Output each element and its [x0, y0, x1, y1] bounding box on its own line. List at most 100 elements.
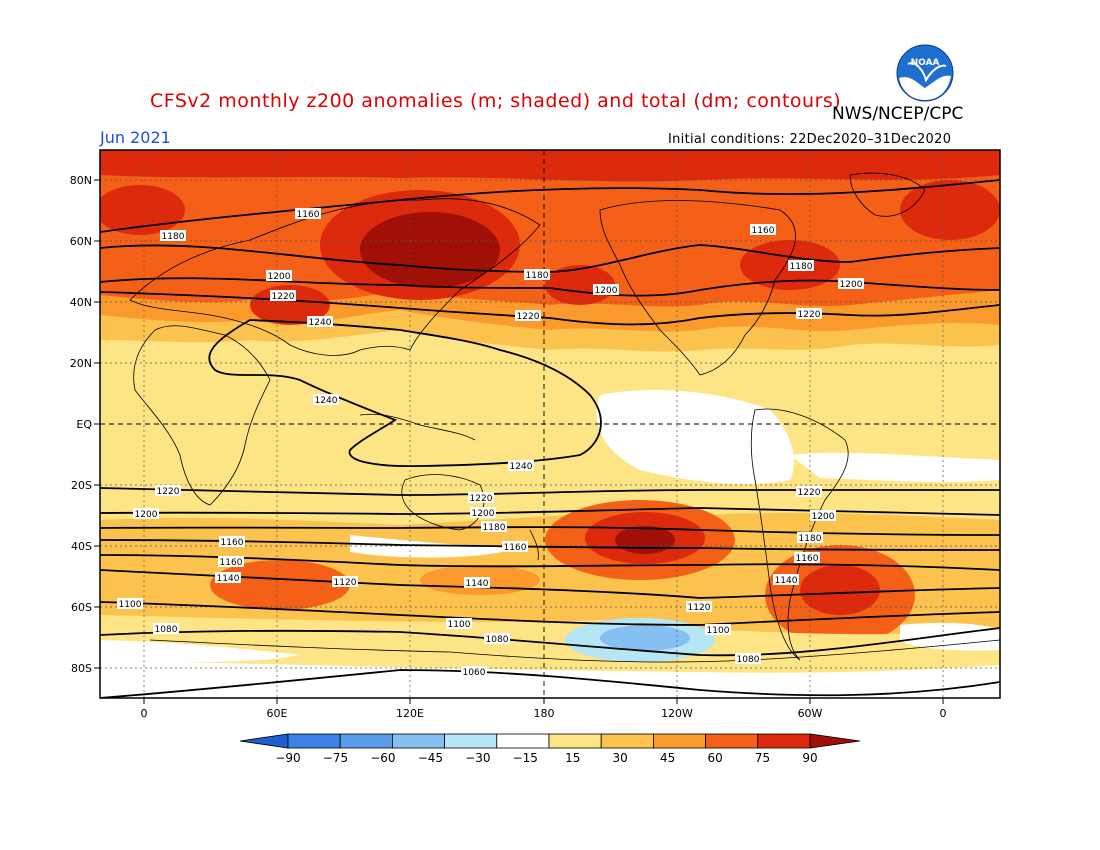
contour-label-1120-s2: 1120: [686, 601, 712, 613]
contour-label-1100-s: 1100: [117, 598, 143, 610]
coast-antarctica: [149, 639, 1000, 663]
svg-text:1240: 1240: [510, 462, 533, 472]
colorbar-label: 90: [802, 751, 817, 765]
contour-label-1180-n: 1180: [160, 230, 186, 242]
colorbar-label: 60: [707, 751, 722, 765]
contour-label-1080-s2: 1080: [484, 633, 510, 645]
svg-text:1200: 1200: [268, 272, 291, 282]
colorbar-box: [339, 733, 393, 749]
contour-label-1200-n3: 1200: [838, 278, 864, 290]
contour-1060-s: [100, 669, 1000, 698]
colorbar-label: 45: [660, 751, 675, 765]
coast-north-america: [599, 200, 796, 376]
svg-text:1060: 1060: [463, 668, 486, 678]
contour-label-1140-s2: 1140: [464, 577, 490, 589]
colorbar-label: −30: [465, 751, 490, 765]
chart-title: CFSv2 monthly z200 anomalies (m; shaded)…: [150, 90, 842, 112]
contour-label-1160-s: 1160: [219, 536, 245, 548]
colorbar-arrow-high: [809, 733, 861, 749]
svg-text:1240: 1240: [315, 396, 338, 406]
svg-text:1180: 1180: [790, 262, 813, 272]
lat-label: 20S: [71, 479, 92, 492]
contour-1180-s: [100, 526, 1000, 536]
contour-label-1160-n2: 1160: [750, 224, 776, 236]
colorbar-box: [287, 733, 341, 749]
svg-text:1140: 1140: [466, 579, 489, 589]
colorbar-box: [600, 733, 654, 749]
lat-label: 40S: [71, 540, 92, 553]
colorbar-label: 30: [613, 751, 628, 765]
colorbar-label: −45: [418, 751, 443, 765]
contour-1160-s: [100, 539, 1000, 551]
lat-label: 20N: [70, 357, 92, 370]
svg-text:1160: 1160: [220, 558, 243, 568]
lat-label: 80S: [71, 662, 92, 675]
contour-label-1060-s: 1060: [461, 666, 487, 678]
svg-text:1220: 1220: [272, 292, 295, 302]
contour-1200-s: [100, 507, 1000, 516]
coastlines: [129, 172, 1000, 663]
svg-text:1160: 1160: [221, 538, 244, 548]
svg-text:1160: 1160: [504, 543, 527, 553]
coast-eurasia: [129, 198, 541, 356]
svg-text:1200: 1200: [840, 280, 863, 290]
lon-label: 0: [940, 707, 947, 720]
lat-label: EQ: [76, 418, 92, 431]
contour-label-1080-s: 1080: [153, 623, 179, 635]
colorbar-label: −90: [275, 751, 300, 765]
svg-text:1180: 1180: [799, 534, 822, 544]
contour-label-1200-n: 1200: [266, 270, 292, 282]
colorbar-box: [391, 733, 445, 749]
contour-1220-s: [100, 487, 1000, 496]
contour-1100-s: [100, 601, 1000, 626]
contour-label-1240-s2: 1240: [508, 460, 534, 472]
svg-text:1200: 1200: [135, 510, 158, 520]
contour-label-1200-s2: 1200: [470, 507, 496, 519]
contour-label-1140-s3: 1140: [773, 574, 799, 586]
coast-greenland: [849, 172, 926, 217]
forecast-month: Jun 2021: [100, 128, 171, 147]
lon-label: 120E: [396, 707, 424, 720]
svg-text:1160: 1160: [752, 226, 775, 236]
contour-label-1200-n2: 1200: [593, 284, 619, 296]
lat-label: 60N: [70, 235, 92, 248]
contour-label-1160-s3: 1160: [502, 541, 528, 553]
svg-text:1180: 1180: [526, 271, 549, 281]
colorbar-arrow-low: [239, 733, 289, 749]
contour-label-1160-s2: 1160: [218, 556, 244, 568]
contour-1080-s: [100, 627, 1000, 657]
contour-label-1180-s2: 1180: [797, 532, 823, 544]
height-contours: [100, 179, 1000, 698]
coast-africa: [133, 325, 271, 506]
contour-1120-s: [100, 569, 1000, 599]
contour-label-1240-s: 1240: [313, 394, 339, 406]
svg-text:1180: 1180: [483, 523, 506, 533]
contour-1240-n: [208, 319, 602, 468]
svg-text:1220: 1220: [798, 310, 821, 320]
contour-label-1200-s3: 1200: [810, 510, 836, 522]
lon-label: 60E: [267, 707, 288, 720]
contour-label-1100-s3: 1100: [705, 624, 731, 636]
longitude-labels: 0 60E 120E 180 120W 60W 0: [141, 707, 947, 720]
contour-labels: 1160 1160 1180 1180 1180 1200 1200 1200 …: [117, 208, 864, 678]
coast-south-america: [750, 408, 849, 661]
contour-label-1220-n: 1220: [270, 290, 296, 302]
svg-text:1120: 1120: [688, 603, 711, 613]
svg-text:1140: 1140: [775, 576, 798, 586]
svg-text:1180: 1180: [162, 232, 185, 242]
contour-label-1160-n: 1160: [295, 208, 321, 220]
agency-label: NWS/NCEP/CPC: [832, 104, 964, 124]
contour-label-1120-s: 1120: [332, 576, 358, 588]
contour-1140-s: [100, 554, 1000, 571]
lat-label: 40N: [70, 296, 92, 309]
contour-label-1160-s4: 1160: [794, 552, 820, 564]
svg-text:1220: 1220: [157, 487, 180, 497]
svg-text:1100: 1100: [448, 620, 471, 630]
contour-label-1080-s3: 1080: [735, 653, 761, 665]
contour-1220-n: [100, 291, 1000, 326]
initial-conditions: Initial conditions: 22Dec2020–31Dec2020: [668, 132, 952, 147]
colorbar-label: −75: [323, 751, 348, 765]
colorbar-box: [705, 733, 759, 749]
lon-label: 0: [141, 707, 148, 720]
